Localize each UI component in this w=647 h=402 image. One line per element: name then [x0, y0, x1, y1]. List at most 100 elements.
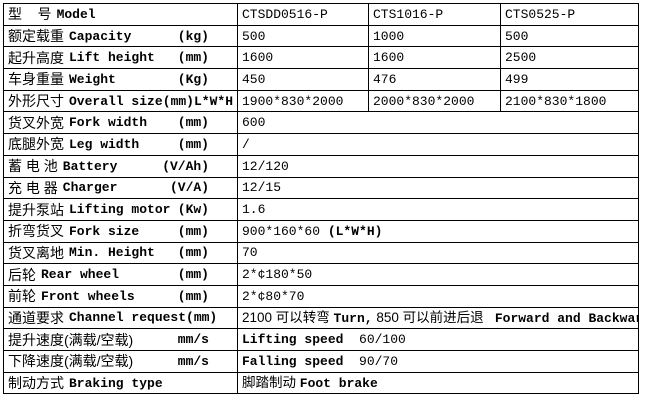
spec-value-battery: 12/120: [237, 154, 639, 178]
value-text: 476: [373, 71, 397, 87]
label-en-lift-height: Lift height: [69, 50, 155, 66]
label-zh-charger: 充 电 器: [8, 179, 58, 196]
label-zh-battery: 蓄 电 池: [8, 158, 58, 175]
label-unit-falling-speed: mm/s: [177, 353, 209, 369]
spec-value-rear-wheel: 2*¢180*50: [237, 263, 639, 286]
label-zh-overall-size: 外形尺寸: [8, 93, 64, 110]
spec-value-lifting-motor: 1.6: [237, 198, 639, 221]
spec-value-model-1: CTSDD0516-P: [237, 3, 369, 26]
table-row-model: 型 号 Model CTSDD0516-P CTS1016-P CTS0525-P: [3, 3, 639, 26]
spec-value-falling-speed: Falling speed 90/70: [237, 350, 639, 373]
spec-label-weight: 车身重量 Weight (Kg): [3, 68, 238, 91]
spec-value-min-height: 70: [237, 241, 639, 265]
spec-value-lifting-speed: Lifting speed 60/100: [237, 328, 639, 351]
label-unit-front-wheels: (mm): [177, 288, 209, 304]
label-unit-lift-height: (mm): [177, 50, 209, 66]
spec-label-front-wheels: 前轮 Front wheels (mm): [3, 284, 238, 308]
label-zh-fork-size: 折弯货叉: [8, 223, 64, 240]
value-text: 450: [242, 71, 266, 87]
label-en-model: Model: [56, 6, 96, 22]
spec-value-overall-size-3: 2100*830*1800: [500, 89, 639, 113]
spec-label-fork-width: 货叉外宽 Fork width (mm): [3, 111, 238, 135]
spec-value-lift-height-3: 2500: [500, 46, 639, 70]
spec-table-body: 型 号 Model CTSDD0516-P CTS1016-P CTS0525-P 额定载…: [3, 3, 639, 395]
spec-value-capacity-1: 500: [237, 24, 369, 48]
label-unit-fork-width: (mm): [177, 115, 209, 131]
label-unit-overall-size: (mm)L*W*H: [162, 93, 233, 109]
spec-value-braking-type: 脚踏制动 Foot brake: [237, 371, 639, 395]
label-en-capacity: Capacity: [69, 28, 132, 44]
spec-table: 型 号 Model CTSDD0516-P CTS1016-P CTS0525-P 额定载…: [3, 3, 639, 395]
label-en-battery: Battery: [62, 158, 118, 174]
spec-value-overall-size-1: 1900*830*2000: [237, 89, 369, 113]
spec-label-lifting-motor: 提升泵站 Lifting motor (Kw): [3, 198, 238, 221]
spec-value-overall-size-2: 2000*830*2000: [368, 89, 501, 113]
value-text: (L*W*H): [327, 223, 383, 239]
value-text: 70: [242, 245, 258, 261]
value-text: 499: [505, 71, 529, 87]
value-text: 60/100: [359, 332, 406, 348]
table-row-front-wheels: 前轮 Front wheels (mm) 2*¢80*70: [3, 284, 639, 308]
table-row-capacity: 额定载重 Capacity (kg) 500 1000 500: [3, 24, 639, 48]
label-unit-channel-request: (mm): [186, 310, 218, 326]
label-zh-leg-width: 底腿外宽: [8, 136, 64, 153]
label-zh-fork-width: 货叉外宽: [8, 114, 64, 131]
spec-label-rear-wheel: 后轮 Rear wheel (mm): [3, 263, 238, 286]
label-en-front-wheels: Front wheels: [41, 288, 135, 304]
value-text: 12/15: [242, 180, 282, 196]
spec-value-weight-2: 476: [368, 68, 501, 91]
value-text: 12/120: [242, 158, 289, 174]
spec-value-channel-request: 2100 可以转弯 Turn, 850 可以前进后退 Forward and B…: [237, 306, 639, 330]
value-text: 1600: [242, 50, 274, 66]
value-text: Lifting speed: [242, 332, 360, 348]
label-zh-capacity: 额定载重: [8, 28, 64, 45]
value-text: /: [242, 136, 250, 152]
table-row-lifting-speed: 提升速度(满载/空载) mm/s Lifting speed 60/100: [3, 328, 639, 351]
value-text: CTS0525-P: [505, 6, 576, 22]
label-unit-leg-width: (mm): [177, 136, 209, 152]
value-text: 2100*830*1800: [505, 93, 607, 109]
label-unit-lifting-speed: mm/s: [177, 332, 209, 348]
spec-value-leg-width: /: [237, 133, 639, 156]
value-text: Foot brake: [299, 376, 378, 392]
spec-label-lift-height: 起升高度 Lift height (mm): [3, 46, 238, 70]
spec-label-overall-size: 外形尺寸 Overall size (mm)L*W*H: [3, 89, 238, 113]
label-zh-lifting-motor: 提升泵站: [8, 201, 64, 218]
value-text: 2*¢180*50: [242, 267, 313, 283]
label-en-fork-width: Fork width: [69, 115, 148, 131]
spec-value-front-wheels: 2*¢80*70: [237, 284, 639, 308]
label-unit-min-height: (mm): [177, 245, 209, 261]
spec-label-capacity: 额定载重 Capacity (kg): [3, 24, 238, 48]
spec-value-lift-height-2: 1600: [368, 46, 501, 70]
table-row-fork-size: 折弯货叉 Fork size (mm) 900*160*60 (L*W*H): [3, 219, 639, 243]
spec-label-lifting-speed: 提升速度(满载/空载) mm/s: [3, 328, 238, 351]
value-text: 2000*830*2000: [373, 93, 475, 109]
label-en-overall-size: Overall size: [69, 93, 163, 109]
table-row-battery: 蓄 电 池 Battery (V/Ah) 12/120: [3, 154, 639, 178]
label-en-rear-wheel: Rear wheel: [41, 267, 120, 283]
spec-label-braking-type: 制动方式 Braking type: [3, 371, 238, 395]
value-text: 600: [242, 115, 266, 131]
spec-value-fork-size: 900*160*60 (L*W*H): [237, 219, 639, 243]
value-text: 2500: [505, 50, 537, 66]
table-row-weight: 车身重量 Weight (Kg) 450 476 499: [3, 68, 639, 91]
spec-value-model-3: CTS0525-P: [500, 3, 639, 26]
label-en-charger: Charger: [62, 180, 118, 196]
spec-label-fork-size: 折弯货叉 Fork size (mm): [3, 219, 238, 243]
value-text: 1.6: [242, 202, 266, 218]
value-text: Falling speed: [242, 353, 360, 369]
label-en-fork-size: Fork size: [69, 223, 140, 239]
table-row-braking-type: 制动方式 Braking type 脚踏制动 Foot brake: [3, 371, 639, 395]
label-zh-lifting-speed: 提升速度(满载/空载): [8, 331, 134, 348]
label-unit-fork-size: (mm): [177, 223, 209, 239]
table-row-falling-speed: 下降速度(满载/空载) mm/s Falling speed 90/70: [3, 350, 639, 373]
label-unit-rear-wheel: (mm): [177, 267, 209, 283]
value-text: Forward and Backward: [494, 310, 639, 326]
table-row-charger: 充 电 器 Charger (V/A) 12/15: [3, 176, 639, 200]
table-row-lifting-motor: 提升泵站 Lifting motor (Kw) 1.6: [3, 198, 639, 221]
label-zh-rear-wheel: 后轮: [8, 266, 36, 283]
label-en-weight: Weight: [69, 71, 116, 87]
spec-value-weight-1: 450: [237, 68, 369, 91]
spec-value-capacity-3: 500: [500, 24, 639, 48]
